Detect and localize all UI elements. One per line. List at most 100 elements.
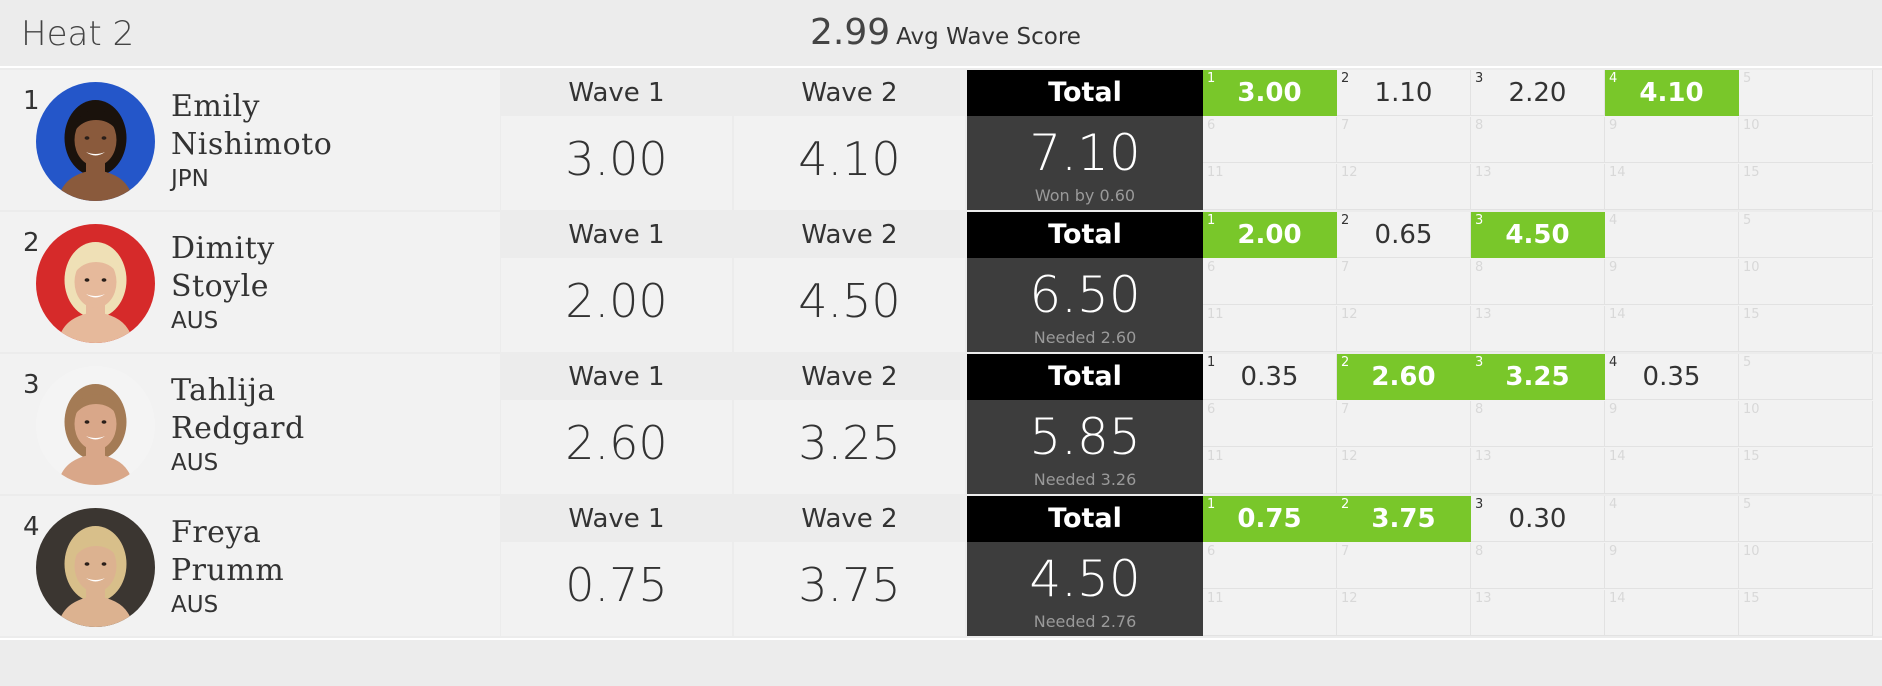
wave-score-value: 3.25 <box>1505 362 1570 392</box>
surfer-row[interactable]: 4 Freya Prumm AUS Wave 1 0.75 Wave 2 3.75 Total 4… <box>0 496 1882 636</box>
wave-number: 11 <box>1207 449 1224 464</box>
surfer-name[interactable]: Freya Prumm <box>171 514 491 590</box>
wave-number: 15 <box>1743 307 1760 322</box>
footer-bar <box>0 638 1882 686</box>
wave-number: 14 <box>1609 165 1626 180</box>
surfer-name[interactable]: Dimity Stoyle <box>171 230 491 306</box>
total-body: 4.50 Needed 2.76 <box>967 542 1203 636</box>
wave-1-column: Wave 1 3.00 <box>501 70 732 210</box>
wave-score-value: 0.65 <box>1374 220 1433 250</box>
surfer-name[interactable]: Emily Nishimoto <box>171 88 491 164</box>
wave-number: 4 <box>1609 355 1618 370</box>
wave-score-cell[interactable]: 3 2.20 <box>1471 70 1605 116</box>
wave-score-value: 1.10 <box>1374 78 1433 108</box>
wave-score-cell[interactable]: 4 4.10 <box>1605 70 1739 116</box>
total-column: Total 4.50 Needed 2.76 <box>967 496 1203 636</box>
wave-score-value: 2.60 <box>1371 362 1436 392</box>
wave-score-cell[interactable]: 3 4.50 <box>1471 212 1605 258</box>
wave-score-cell[interactable]: 2 1.10 <box>1337 70 1471 116</box>
empty-wave-cell: 6 <box>1203 259 1337 305</box>
wave-score-cell[interactable]: 4 0.35 <box>1605 354 1739 400</box>
wave-number: 1 <box>1207 355 1216 370</box>
wave-number: 2 <box>1341 497 1350 512</box>
empty-wave-cell: 13 <box>1471 448 1605 494</box>
wave-score-cell[interactable]: 2 3.75 <box>1337 496 1471 542</box>
wave-number: 8 <box>1475 260 1484 275</box>
wave-number: 13 <box>1475 449 1492 464</box>
surfer-last-name: Stoyle <box>171 269 269 304</box>
total-header: Total <box>967 354 1203 400</box>
wave-number: 15 <box>1743 591 1760 606</box>
surfer-info[interactable]: 3 Tahlija Redgard AUS <box>0 354 500 494</box>
surfer-first-name: Dimity <box>171 231 275 266</box>
wave-number: 11 <box>1207 165 1224 180</box>
wave-score-grid: 1 0.75 2 3.75 3 0.30 4 5 6 7 8 9 10 11 12 13 14 15 <box>1203 496 1882 636</box>
wave-2-column: Wave 2 3.25 <box>734 354 965 494</box>
wave-1-column: Wave 1 0.75 <box>501 496 732 636</box>
wave-score-cell[interactable]: 1 2.00 <box>1203 212 1337 258</box>
surfer-last-name: Prumm <box>171 553 285 588</box>
empty-wave-cell: 14 <box>1605 164 1739 210</box>
wave-number: 15 <box>1743 165 1760 180</box>
empty-wave-cell: 9 <box>1605 117 1739 163</box>
wave-score-cell[interactable]: 2 0.65 <box>1337 212 1471 258</box>
wave-score-cell[interactable]: 1 0.75 <box>1203 496 1337 542</box>
wave-2-score: 3.75 <box>734 542 965 636</box>
empty-wave-cell: 6 <box>1203 401 1337 447</box>
empty-wave-cell: 6 <box>1203 543 1337 589</box>
wave-number: 11 <box>1207 307 1224 322</box>
surfer-row[interactable]: 3 Tahlija Redgard AUS Wave 1 2.60 Wave 2 3.25 To… <box>0 354 1882 494</box>
wave-score-cell[interactable]: 3 0.30 <box>1471 496 1605 542</box>
surfer-first-name: Freya <box>171 515 262 550</box>
empty-wave-cell: 5 <box>1739 70 1873 116</box>
surfer-info[interactable]: 4 Freya Prumm AUS <box>0 496 500 636</box>
total-header: Total <box>967 496 1203 542</box>
empty-wave-cell: 9 <box>1605 543 1739 589</box>
wave-score-value: 0.35 <box>1642 362 1701 392</box>
wave-score-cell[interactable]: 3 3.25 <box>1471 354 1605 400</box>
surfer-avatar <box>36 508 155 627</box>
empty-wave-cell: 8 <box>1471 117 1605 163</box>
total-score: 7.10 <box>1029 124 1141 182</box>
empty-wave-cell: 5 <box>1739 354 1873 400</box>
surfer-info[interactable]: 1 Emily Nishimoto JPN <box>0 70 500 210</box>
wave-number: 13 <box>1475 591 1492 606</box>
wave-score-value: 2.20 <box>1508 78 1567 108</box>
wave-number: 5 <box>1743 213 1752 228</box>
wave-score-cell[interactable]: 1 0.35 <box>1203 354 1337 400</box>
wave-score-cell[interactable]: 2 2.60 <box>1337 354 1471 400</box>
wave-score-cell[interactable]: 1 3.00 <box>1203 70 1337 116</box>
heat-header: Heat 2 2.99 Avg Wave Score <box>0 0 1882 68</box>
wave-number: 7 <box>1341 402 1350 417</box>
surfer-last-name: Redgard <box>171 411 305 446</box>
wave-score-value: 0.30 <box>1508 504 1567 534</box>
wave-score-value: 4.10 <box>1639 78 1704 108</box>
total-body: 5.85 Needed 3.26 <box>967 400 1203 494</box>
empty-wave-cell: 4 <box>1605 496 1739 542</box>
wave-number: 4 <box>1609 497 1618 512</box>
empty-wave-cell: 9 <box>1605 401 1739 447</box>
surfer-row[interactable]: 2 Dimity Stoyle AUS Wave 1 2.00 Wave 2 4.50 Tota… <box>0 212 1882 352</box>
total-column: Total 7.10 Won by 0.60 <box>967 70 1203 210</box>
surfer-info[interactable]: 2 Dimity Stoyle AUS <box>0 212 500 352</box>
empty-wave-cell: 14 <box>1605 590 1739 636</box>
surfer-first-name: Emily <box>171 89 260 124</box>
wave-number: 6 <box>1207 544 1216 559</box>
surfer-rank: 3 <box>23 370 40 400</box>
wave-number: 15 <box>1743 449 1760 464</box>
wave-2-header: Wave 2 <box>734 212 965 258</box>
wave-number: 9 <box>1609 402 1618 417</box>
surfer-rank: 4 <box>23 512 40 542</box>
surfer-country: AUS <box>171 308 219 334</box>
empty-wave-cell: 7 <box>1337 543 1471 589</box>
wave-2-score: 4.50 <box>734 258 965 352</box>
empty-wave-cell: 5 <box>1739 496 1873 542</box>
surfer-row[interactable]: 1 Emily Nishimoto JPN Wave 1 3.00 Wave 2 4.10 To… <box>0 70 1882 210</box>
wave-number: 2 <box>1341 213 1350 228</box>
wave-score-value: 4.50 <box>1505 220 1570 250</box>
surfer-name[interactable]: Tahlija Redgard <box>171 372 491 448</box>
wave-score-value: 3.00 <box>1237 78 1302 108</box>
wave-score-value: 3.75 <box>1371 504 1436 534</box>
empty-wave-cell: 12 <box>1337 590 1471 636</box>
wave-score-grid: 1 0.35 2 2.60 3 3.25 4 0.35 5 6 7 8 9 10 11 12 13 14 15 <box>1203 354 1882 494</box>
